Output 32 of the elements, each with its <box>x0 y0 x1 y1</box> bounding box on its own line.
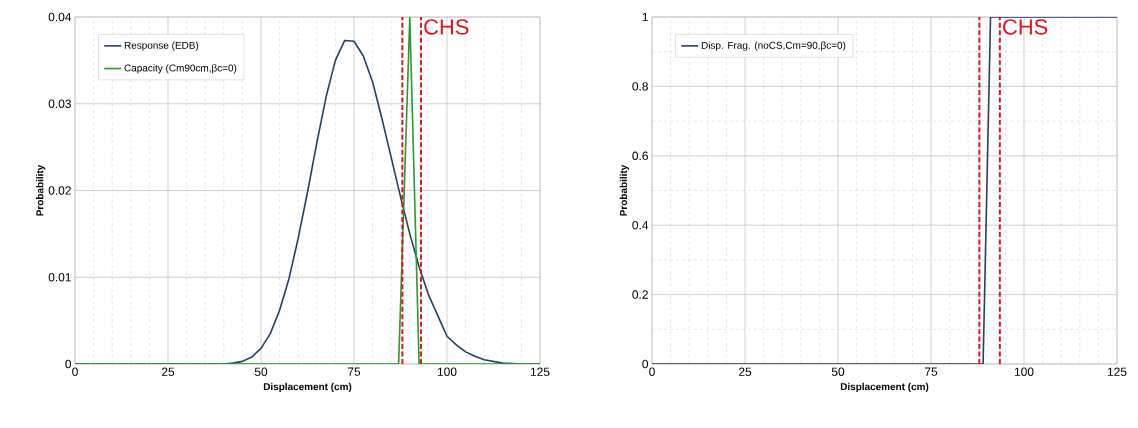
x-tick-label: 0 <box>72 367 78 376</box>
y-tick-label: 0.8 <box>632 82 648 91</box>
x-axis-title: Displacement (cm) <box>263 382 352 393</box>
ref-line-label: CHS <box>424 19 469 35</box>
legend-label: Disp. Frag. (noCS,Cm=90,βc=0) <box>701 41 846 51</box>
y-tick-label: 0.01 <box>48 273 71 282</box>
x-tick-label: 50 <box>831 367 845 376</box>
x-tick-label: 25 <box>738 367 752 376</box>
y-tick-label: 0 <box>642 359 649 369</box>
y-tick-label: 0.04 <box>48 12 72 22</box>
y-axis-title: Probability <box>619 164 630 216</box>
x-tick-label: 100 <box>1014 367 1034 376</box>
y-tick-label: 0.2 <box>632 290 648 299</box>
y-tick-label: 0.02 <box>48 186 71 195</box>
legend-label: Response (EDB) <box>124 41 199 51</box>
x-tick-label: 25 <box>161 367 175 376</box>
x-tick-label: 125 <box>1107 367 1127 376</box>
legend-label: Capacity (Cm90cm,βc=0) <box>124 64 237 74</box>
ref-line-label: CHS <box>1003 19 1048 35</box>
x-axis-title: Displacement (cm) <box>840 382 929 393</box>
y-tick-label: 0 <box>65 359 72 369</box>
y-tick-label: 0.03 <box>48 99 71 108</box>
y-axis-title: Probability <box>36 164 46 216</box>
x-tick-label: 100 <box>437 367 457 376</box>
x-tick-label: 50 <box>254 367 268 376</box>
y-tick-label: 1 <box>642 12 648 22</box>
x-tick-label: 75 <box>924 367 938 376</box>
x-tick-label: 125 <box>530 367 550 376</box>
y-tick-label: 0.4 <box>632 220 649 230</box>
y-tick-label: 0.6 <box>632 151 648 161</box>
x-tick-label: 75 <box>347 367 361 376</box>
x-tick-label: 0 <box>649 367 655 376</box>
